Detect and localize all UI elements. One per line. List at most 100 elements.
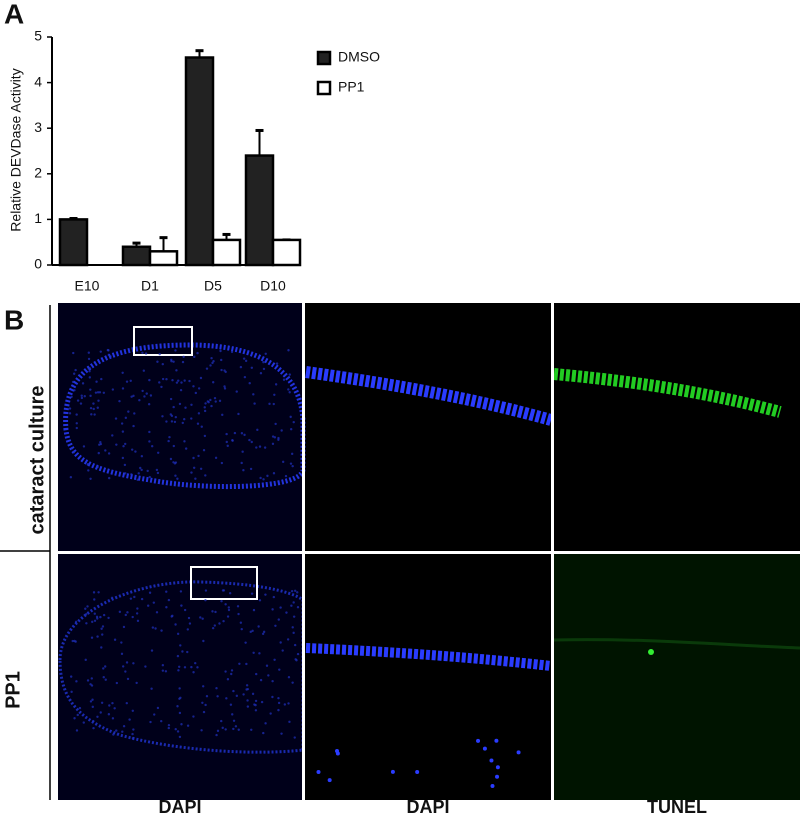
nucleus bbox=[211, 626, 215, 630]
nucleus bbox=[83, 395, 86, 398]
nucleus bbox=[202, 639, 205, 643]
nucleus bbox=[111, 701, 114, 705]
nucleus bbox=[73, 639, 76, 643]
nucleus bbox=[92, 719, 95, 723]
nucleus bbox=[138, 399, 141, 402]
nucleus bbox=[74, 620, 78, 624]
nucleus bbox=[212, 381, 215, 384]
nucleus bbox=[181, 421, 184, 425]
nucleus bbox=[99, 615, 102, 619]
nucleus bbox=[99, 350, 102, 353]
y-tick-label: 1 bbox=[34, 210, 42, 226]
nucleus bbox=[223, 387, 227, 390]
image bbox=[58, 303, 303, 551]
nucleus bbox=[234, 725, 238, 728]
nucleus bbox=[121, 665, 125, 668]
column-label: DAPI bbox=[158, 797, 201, 817]
nucleus bbox=[272, 472, 276, 475]
nucleus bbox=[253, 402, 256, 405]
nucleus bbox=[258, 445, 262, 448]
nucleus bbox=[148, 591, 152, 594]
nucleus bbox=[169, 457, 173, 461]
nucleus bbox=[197, 412, 201, 415]
nucleus bbox=[158, 381, 161, 384]
nucleus bbox=[290, 604, 293, 607]
nucleus bbox=[102, 675, 105, 679]
nucleus bbox=[237, 728, 240, 731]
nucleus bbox=[167, 439, 170, 443]
nucleus bbox=[230, 672, 233, 676]
nucleus bbox=[262, 361, 265, 364]
nucleus bbox=[121, 430, 125, 433]
nucleus bbox=[101, 633, 104, 636]
nucleus bbox=[220, 461, 224, 465]
nucleus bbox=[292, 601, 295, 604]
nucleus bbox=[167, 723, 171, 727]
nucleus bbox=[107, 616, 110, 620]
nucleus bbox=[93, 598, 96, 601]
nucleus bbox=[244, 641, 247, 644]
nucleus bbox=[172, 461, 175, 464]
nucleus bbox=[134, 450, 137, 453]
y-tick-label: 0 bbox=[34, 256, 42, 272]
nucleus bbox=[278, 668, 281, 671]
nucleus bbox=[237, 412, 240, 416]
nucleus bbox=[174, 474, 177, 477]
nucleus bbox=[255, 446, 258, 449]
nucleus bbox=[132, 662, 135, 665]
nucleus bbox=[156, 451, 160, 455]
nucleus bbox=[262, 367, 266, 371]
bar bbox=[58, 218, 89, 267]
nucleus bbox=[149, 394, 153, 397]
nucleus bbox=[221, 589, 225, 592]
nucleus bbox=[70, 690, 73, 694]
nucleus bbox=[213, 396, 217, 400]
nucleus bbox=[115, 443, 118, 446]
nucleus bbox=[489, 758, 494, 763]
nucleus bbox=[267, 674, 270, 677]
nucleus bbox=[203, 409, 207, 413]
nucleus bbox=[75, 729, 79, 732]
nucleus bbox=[144, 665, 147, 668]
nucleus bbox=[229, 703, 233, 706]
nucleus bbox=[91, 698, 94, 701]
nucleus bbox=[184, 406, 187, 409]
nucleus bbox=[120, 652, 124, 656]
nucleus bbox=[125, 661, 129, 664]
nucleus bbox=[280, 732, 283, 735]
nucleus bbox=[97, 451, 100, 455]
nucleus bbox=[71, 639, 74, 643]
nucleus bbox=[153, 713, 156, 716]
nucleus bbox=[94, 391, 98, 394]
nucleus bbox=[148, 440, 151, 443]
y-tick-label: 4 bbox=[34, 73, 42, 89]
nucleus bbox=[72, 372, 76, 375]
nucleus bbox=[75, 422, 78, 425]
nucleus bbox=[204, 474, 207, 477]
nucleus bbox=[271, 442, 275, 446]
nucleus bbox=[190, 403, 193, 407]
nucleus bbox=[210, 356, 213, 360]
tunel-signal bbox=[648, 649, 654, 655]
nucleus bbox=[89, 388, 92, 391]
nucleus bbox=[490, 783, 495, 788]
nucleus bbox=[226, 615, 230, 618]
nucleus bbox=[124, 670, 127, 673]
nucleus bbox=[135, 681, 138, 685]
nucleus bbox=[98, 391, 102, 394]
nucleus bbox=[252, 393, 255, 396]
nucleus bbox=[186, 628, 190, 631]
nucleus bbox=[183, 608, 187, 612]
nucleus bbox=[209, 398, 212, 402]
nucleus bbox=[93, 619, 97, 623]
nucleus bbox=[203, 406, 206, 409]
nucleus bbox=[211, 610, 214, 613]
nucleus bbox=[90, 413, 93, 416]
x-tick-label: D1 bbox=[141, 278, 159, 294]
nucleus bbox=[127, 410, 130, 413]
nucleus bbox=[250, 592, 254, 595]
image bbox=[554, 554, 800, 800]
nucleus bbox=[68, 412, 72, 415]
nucleus bbox=[289, 415, 292, 419]
nucleus bbox=[264, 722, 267, 725]
